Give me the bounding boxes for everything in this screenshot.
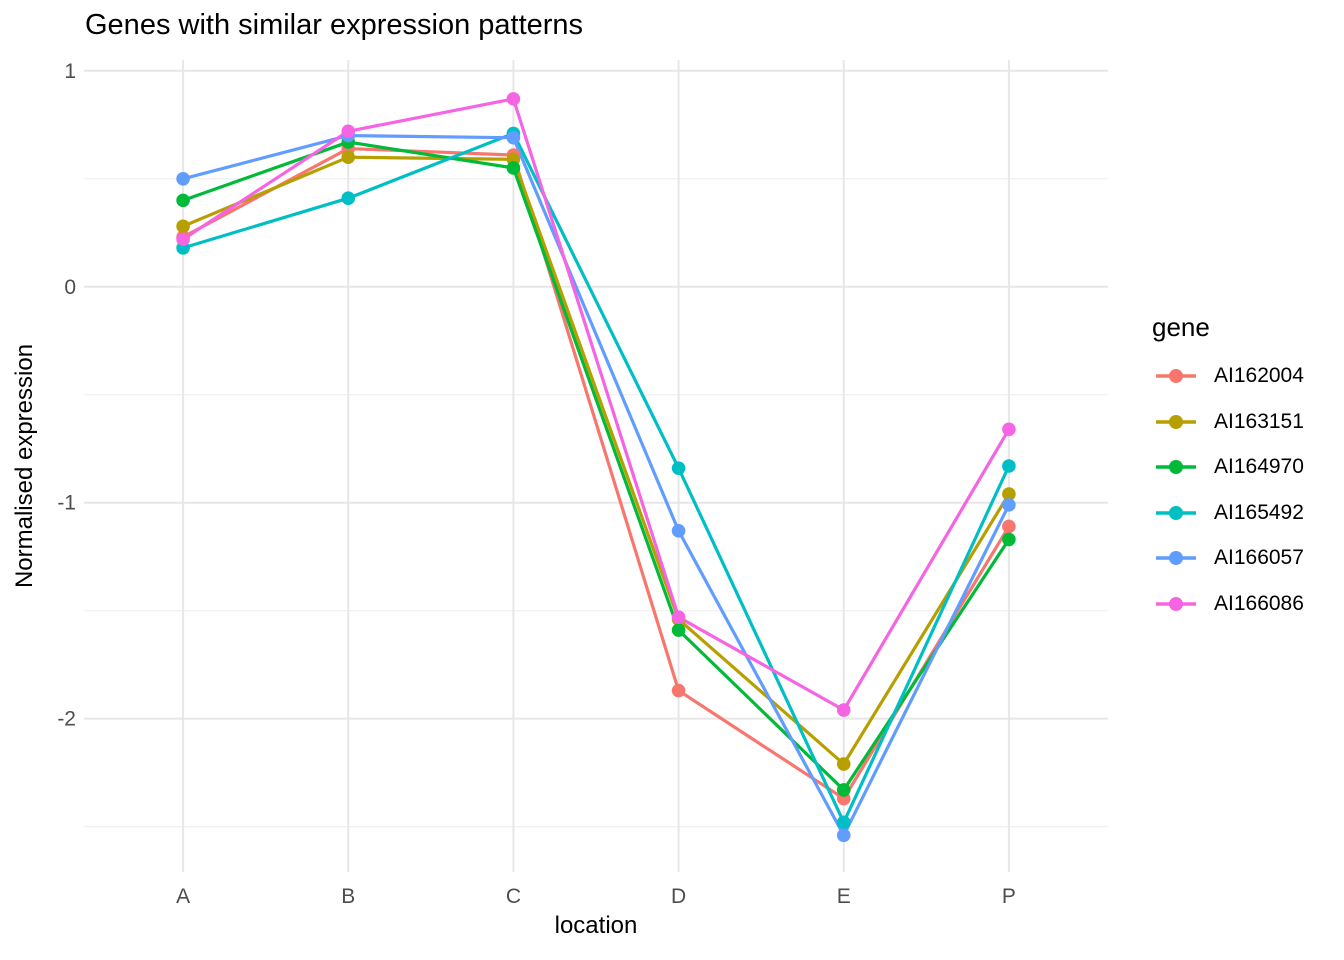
- data-point-AI164970-A: [176, 193, 190, 208]
- legend-item-AI166086: AI166086: [1156, 590, 1304, 618]
- data-point-AI163151-E: [836, 757, 851, 771]
- legend-key-icon-AI165492: [1156, 505, 1196, 520]
- x-tick-label-P: P: [1002, 885, 1016, 908]
- legend-key-point: [1169, 596, 1183, 611]
- legend-key-icon-AI166057: [1156, 551, 1196, 565]
- legend-key-icon-AI162004: [1156, 369, 1196, 383]
- legend-item-AI166057: AI166057: [1156, 544, 1304, 572]
- legend-key-icon-AI166086: [1156, 596, 1196, 611]
- y-tick-label-0: 0: [64, 276, 76, 299]
- data-point-AI166086-D: [671, 610, 686, 624]
- legend-item-label-AI164970: AI164970: [1214, 455, 1304, 478]
- data-point-AI166057-A: [176, 171, 190, 186]
- legend-key-icon-AI163151: [1156, 414, 1196, 429]
- data-point-AI166086-P: [1002, 422, 1016, 437]
- series-line-AI162004: [181, 146, 1011, 801]
- legend-item-AI162004: AI162004: [1156, 362, 1304, 390]
- chart-title: Genes with similar expression patterns: [85, 9, 584, 41]
- x-tick-label-C: C: [506, 885, 521, 908]
- data-point-AI164970-C: [506, 161, 521, 175]
- legend-item-AI165492: AI165492: [1156, 499, 1304, 527]
- legend-key-point: [1169, 460, 1183, 474]
- legend-item-label-AI163151: AI163151: [1214, 409, 1304, 433]
- legend-key-point: [1169, 369, 1183, 383]
- legend-item-label-AI166057: AI166057: [1214, 546, 1304, 569]
- data-point-AI165492-E: [836, 815, 851, 830]
- x-tick-label-A: A: [176, 885, 190, 908]
- data-point-AI166086-C: [506, 92, 521, 106]
- data-point-AI163151-P: [1002, 487, 1016, 501]
- data-point-AI166086-B: [341, 124, 356, 139]
- legend-key-point: [1169, 414, 1183, 429]
- data-point-AI162004-D: [671, 683, 686, 698]
- x-tick-label-B: B: [341, 885, 355, 908]
- x-tick-label-D: D: [671, 885, 686, 908]
- data-point-AI164970-P: [1002, 532, 1016, 547]
- y-tick-label-1: 1: [64, 60, 76, 83]
- data-point-AI165492-B: [341, 191, 356, 206]
- y-tick-label--2: -2: [57, 708, 76, 731]
- data-point-AI162004-P: [1002, 519, 1016, 534]
- y-tick-label--1: -1: [57, 492, 76, 515]
- data-point-AI165492-D: [671, 461, 686, 475]
- legend-key-point: [1169, 505, 1183, 520]
- series-line-AI163151: [181, 155, 1011, 766]
- data-point-AI163151-A: [176, 219, 190, 234]
- legend-item-AI164970: AI164970: [1156, 453, 1304, 481]
- series-line-AI165492: [181, 131, 1011, 824]
- data-point-AI163151-B: [341, 150, 356, 164]
- data-point-AI166057-D: [671, 523, 686, 538]
- data-point-AI166057-C: [506, 130, 521, 145]
- legend-title: gene: [1152, 312, 1210, 342]
- legend-key-icon-AI164970: [1156, 460, 1196, 474]
- legend: gene AI162004 AI163151 AI164970 AI165492 AI1…: [1152, 300, 1344, 644]
- data-point-AI166057-P: [1002, 498, 1016, 512]
- data-point-AI166057-E: [836, 828, 851, 843]
- legend-key-point: [1169, 551, 1183, 565]
- legend-item-label-AI162004: AI162004: [1214, 364, 1304, 387]
- data-point-AI164970-D: [671, 623, 686, 637]
- series-line-AI164970: [181, 140, 1011, 792]
- data-point-AI165492-P: [1002, 459, 1016, 473]
- x-tick-label-E: E: [837, 885, 851, 908]
- legend-item-AI163151: AI163151: [1156, 408, 1304, 436]
- data-point-AI164970-E: [836, 783, 851, 797]
- series-line-AI166057: [181, 133, 1011, 837]
- x-axis-title: location: [554, 912, 638, 939]
- series-line-AI166086: [181, 97, 1011, 712]
- data-point-AI166086-A: [176, 232, 190, 247]
- legend-item-label-AI165492: AI165492: [1214, 500, 1304, 524]
- legend-item-label-AI166086: AI166086: [1214, 591, 1304, 615]
- data-point-AI166086-E: [836, 703, 851, 717]
